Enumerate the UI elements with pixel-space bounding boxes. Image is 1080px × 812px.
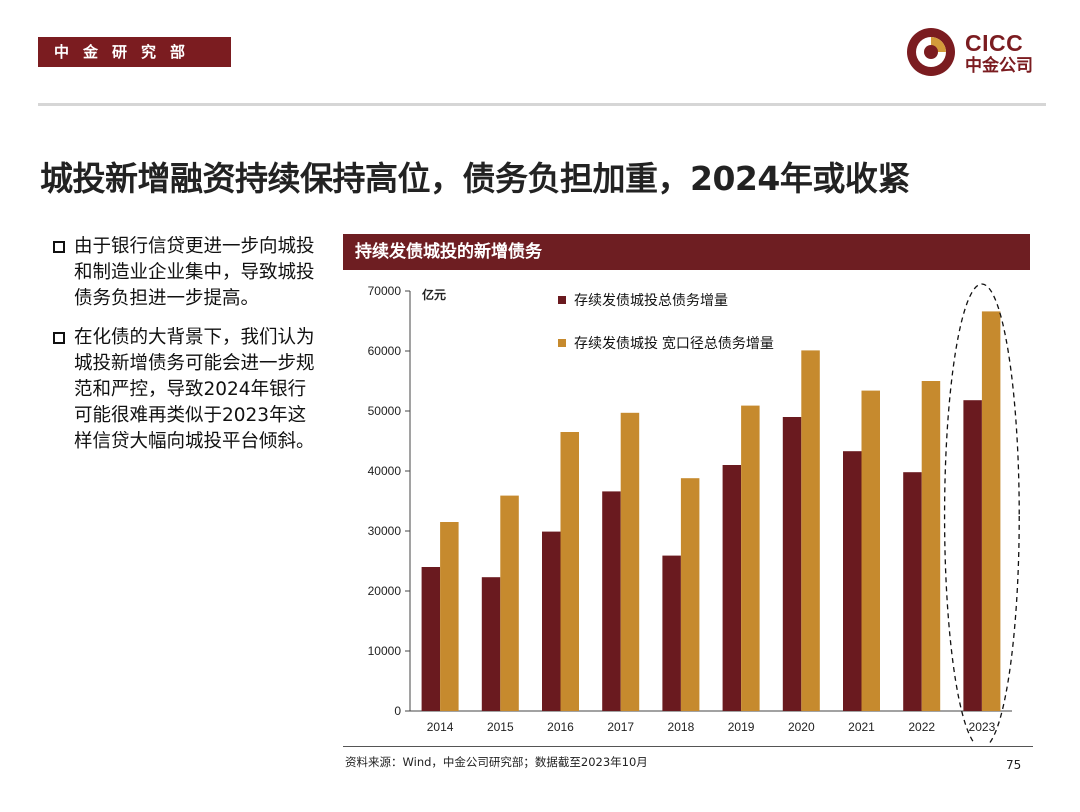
- bar-series-2: [680, 478, 700, 711]
- logo-text-cn: 中金公司: [965, 56, 1033, 76]
- bullet-square-icon: [53, 332, 65, 344]
- bar-series-1: [542, 531, 561, 711]
- bullet-list: 由于银行信贷更进一步向城投和制造业企业集中，导致城投债务负担进一步提高。 在化债…: [52, 234, 317, 468]
- bar-chart: 0 10000 20000 30000 40000 50000 60000 70000 亿元 20…: [368, 283, 1020, 744]
- cicc-logo-icon: [907, 28, 955, 76]
- x-tick-label: 2020: [788, 720, 815, 734]
- x-tick-label: 2016: [547, 720, 574, 734]
- x-tick-label: 2022: [908, 720, 935, 734]
- bar-series-1: [843, 451, 862, 711]
- chart-title: 持续发债城投的新增债务: [343, 234, 1030, 270]
- footer-divider: [343, 746, 1033, 747]
- y-tick-label: 0: [394, 704, 401, 718]
- bar-series-1: [722, 465, 742, 711]
- department-tag: 中金研究部: [38, 37, 231, 67]
- bar-series-1: [963, 400, 982, 711]
- bar-series-2: [921, 381, 941, 711]
- page-title: 城投新增融资持续保持高位，债务负担加重，2024年或收紧: [40, 159, 910, 198]
- header-divider: [38, 103, 1046, 106]
- page-number: 75: [1006, 758, 1022, 772]
- bar-series-1: [421, 567, 441, 711]
- y-tick-label: 60000: [368, 344, 402, 358]
- bullet-text: 在化债的大背景下，我们认为城投新增债务可能会进一步规范和严控，导致2024年银行…: [74, 327, 315, 452]
- bullet-item: 在化债的大背景下，我们认为城投新增债务可能会进一步规范和严控，导致2024年银行…: [52, 325, 317, 455]
- legend-swatch: [558, 339, 566, 347]
- legend-swatch: [558, 296, 566, 304]
- highlight-ellipse: [943, 283, 1020, 744]
- bar-series-1: [903, 472, 922, 711]
- x-tick-label: 2019: [728, 720, 755, 734]
- y-tick-label: 30000: [368, 524, 402, 538]
- legend-label: 存续发债城投 宽口径总债务增量: [574, 335, 774, 351]
- bar-series-1: [662, 555, 681, 711]
- x-tick-label: 2014: [427, 720, 454, 734]
- y-tick-label: 70000: [368, 284, 402, 298]
- bar-series-2: [620, 412, 640, 711]
- x-tick-label: 2017: [607, 720, 634, 734]
- x-tick-label: 2021: [848, 720, 875, 734]
- y-tick-label: 50000: [368, 404, 402, 418]
- bullet-square-icon: [53, 241, 65, 253]
- bullet-text: 由于银行信贷更进一步向城投和制造业企业集中，导致城投债务负担进一步提高。: [74, 236, 315, 309]
- bar-series-1: [481, 577, 501, 711]
- bar-series-1: [782, 417, 802, 711]
- legend-label: 存续发债城投总债务增量: [574, 292, 728, 308]
- bar-series-2: [861, 390, 880, 711]
- bar-series-1: [602, 491, 621, 711]
- bar-series-2: [801, 350, 820, 711]
- y-tick-label: 10000: [368, 644, 402, 658]
- y-tick-label: 40000: [368, 464, 402, 478]
- cicc-logo: CICC 中金公司: [905, 26, 1055, 82]
- bar-series-2: [500, 495, 519, 711]
- bullet-item: 由于银行信贷更进一步向城投和制造业企业集中，导致城投债务负担进一步提高。: [52, 234, 317, 312]
- y-tick-label: 20000: [368, 584, 402, 598]
- x-tick-label: 2023: [969, 720, 996, 734]
- x-tick-label: 2018: [668, 720, 695, 734]
- bar-series-2: [440, 522, 459, 711]
- logo-text-en: CICC: [965, 30, 1024, 56]
- source-note: 资料来源：Wind，中金公司研究部；数据截至2023年10月: [345, 755, 648, 769]
- bar-series-2: [560, 432, 579, 711]
- bar-series-2: [981, 311, 1001, 711]
- y-axis-unit-label: 亿元: [422, 287, 446, 302]
- bar-series-2: [741, 405, 760, 711]
- x-tick-label: 2015: [487, 720, 514, 734]
